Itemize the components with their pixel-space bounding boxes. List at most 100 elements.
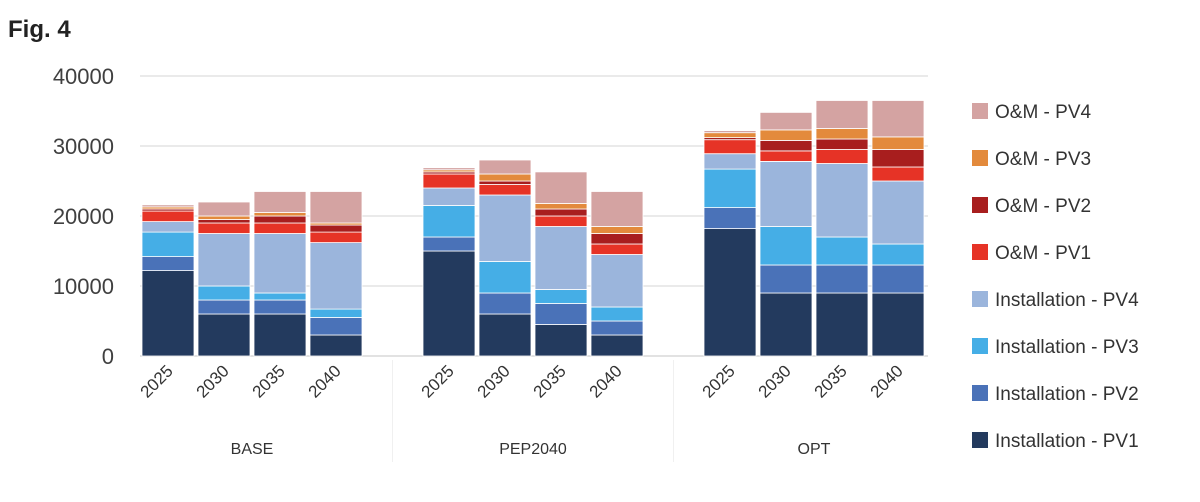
bar-segment xyxy=(534,289,588,304)
x-tick-label: 2040 xyxy=(586,361,626,401)
legend-item: Installation - PV1 xyxy=(972,431,1139,452)
y-tick-label: 20000 xyxy=(53,204,114,229)
bar-segment xyxy=(590,254,644,308)
bar-segment xyxy=(534,226,588,290)
x-tick-label: 2025 xyxy=(418,361,458,401)
bar-segment xyxy=(197,219,251,224)
legend-label: Installation - PV3 xyxy=(995,337,1139,358)
bar-segment xyxy=(422,250,476,357)
bar-segment xyxy=(871,100,925,138)
bar-segment xyxy=(759,129,813,141)
bar-segment xyxy=(815,292,869,357)
legend-item: O&M - PV1 xyxy=(972,243,1091,264)
legend-item: Installation - PV3 xyxy=(972,337,1139,358)
y-tick-label: 40000 xyxy=(53,64,114,89)
bar-segment xyxy=(478,159,532,175)
bar-segment xyxy=(422,173,476,189)
bar-segment xyxy=(478,180,532,185)
legend-label: Installation - PV4 xyxy=(995,290,1139,311)
bar-segment xyxy=(815,100,869,129)
bar-segment xyxy=(759,112,813,131)
bar-segment xyxy=(309,334,363,357)
bar-segment xyxy=(422,236,476,252)
y-tick-label: 10000 xyxy=(53,274,114,299)
bar-segment xyxy=(590,226,644,234)
bars xyxy=(141,100,925,357)
bar-segment xyxy=(422,205,476,238)
legend-label: O&M - PV4 xyxy=(995,102,1092,123)
bar-segment xyxy=(478,313,532,357)
y-tick-label: 0 xyxy=(102,344,114,369)
bar-segment xyxy=(590,306,644,322)
bar-segment xyxy=(309,191,363,224)
bar-segment xyxy=(141,270,195,357)
bar-segment xyxy=(141,256,195,272)
bar-segment xyxy=(141,231,195,258)
legend-swatch xyxy=(972,291,988,307)
y-axis: 0 10000 20000 30000 40000 xyxy=(53,64,114,369)
bar-segment xyxy=(590,243,644,255)
y-tick-label: 30000 xyxy=(53,134,114,159)
x-tick-label: 2030 xyxy=(474,361,514,401)
bar-segment xyxy=(534,324,588,357)
x-tick-label: 2030 xyxy=(193,361,233,401)
legend-swatch xyxy=(972,385,988,401)
bar-segment xyxy=(590,191,644,227)
bar-segment xyxy=(815,163,869,238)
group-label: OPT xyxy=(798,441,831,458)
bar-segment xyxy=(422,187,476,206)
bar-segment xyxy=(253,215,307,224)
bar-segment xyxy=(253,233,307,294)
x-axis: 2025 2030 2035 2040 BASE 2025 2030 2035 2040 PEP2… xyxy=(137,360,907,462)
legend-item: O&M - PV2 xyxy=(972,196,1091,217)
bar-segment xyxy=(759,139,813,152)
bar-segment xyxy=(703,130,757,134)
bar-segment xyxy=(703,132,757,138)
x-tick-label: 2035 xyxy=(249,361,289,401)
bar-segment xyxy=(871,166,925,182)
bar-segment xyxy=(422,167,476,171)
bar-segment xyxy=(759,292,813,357)
bar-segment xyxy=(478,292,532,315)
bar-segment xyxy=(590,233,644,245)
bar-segment xyxy=(759,160,813,227)
bar-segment xyxy=(534,303,588,325)
bar-segment xyxy=(534,215,588,227)
legend-swatch xyxy=(972,244,988,260)
legend-item: Installation - PV4 xyxy=(972,290,1139,311)
bar-segment xyxy=(478,194,532,262)
legend-label: Installation - PV2 xyxy=(995,384,1139,405)
legend-swatch xyxy=(972,150,988,166)
bar-segment xyxy=(141,204,195,208)
bar-segment xyxy=(253,222,307,234)
bar-segment xyxy=(815,138,869,150)
legend-label: O&M - PV3 xyxy=(995,149,1091,170)
x-tick-label: 2025 xyxy=(699,361,739,401)
bar-segment xyxy=(197,233,251,287)
bar-segment xyxy=(253,313,307,357)
bar-segment xyxy=(141,210,195,223)
bar-segment xyxy=(815,149,869,164)
bar-segment xyxy=(253,191,307,213)
bar-segment xyxy=(197,222,251,234)
bar-segment xyxy=(309,224,363,233)
x-tick-label: 2035 xyxy=(530,361,570,401)
bar-segment xyxy=(534,202,588,210)
bar-segment xyxy=(703,153,757,170)
legend-item: O&M - PV4 xyxy=(972,102,1092,123)
bar-segment xyxy=(815,128,869,140)
bar-segment xyxy=(703,228,757,357)
x-tick-label: 2030 xyxy=(755,361,795,401)
bar-segment xyxy=(590,334,644,357)
bar-segment xyxy=(815,236,869,266)
legend-swatch xyxy=(972,103,988,119)
bar-segment xyxy=(309,242,363,310)
legend-swatch xyxy=(972,197,988,213)
bar-segment xyxy=(871,243,925,266)
bar-segment xyxy=(759,226,813,266)
x-tick-label: 2040 xyxy=(867,361,907,401)
bar-segment xyxy=(534,171,588,204)
x-tick-label: 2040 xyxy=(305,361,345,401)
bar-segment xyxy=(703,139,757,155)
